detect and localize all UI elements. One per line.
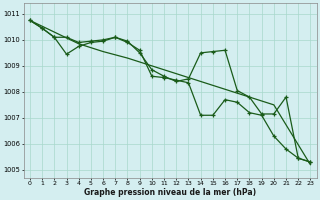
X-axis label: Graphe pression niveau de la mer (hPa): Graphe pression niveau de la mer (hPa)	[84, 188, 256, 197]
